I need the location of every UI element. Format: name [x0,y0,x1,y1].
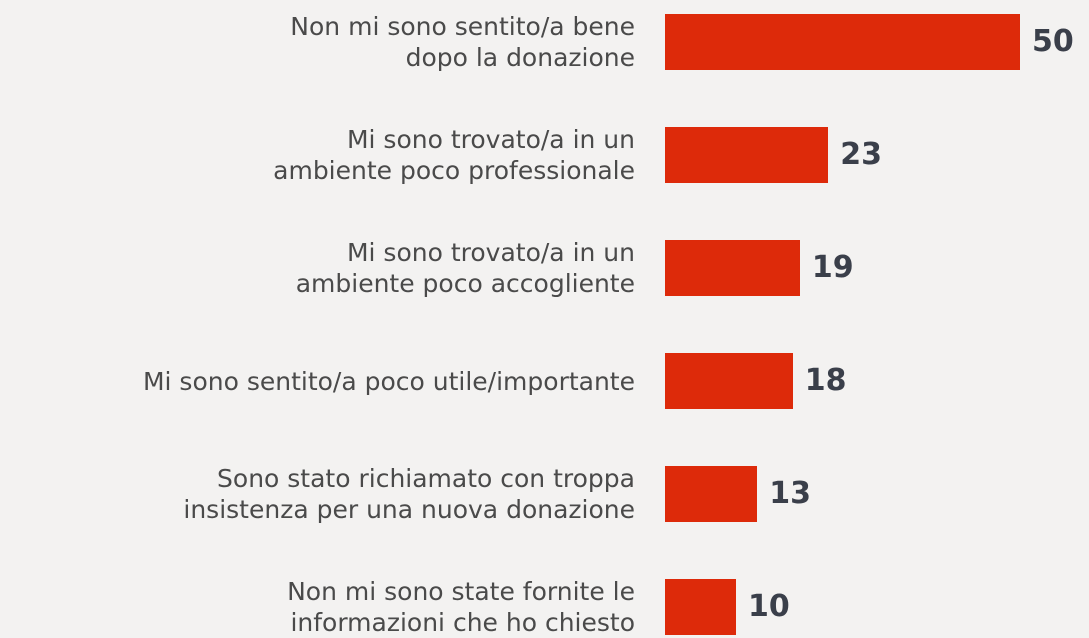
category-label: Mi sono trovato/a in un ambiente poco ac… [295,238,635,298]
value-label: 18 [804,363,847,398]
category-label: Mi sono trovato/a in un ambiente poco pr… [273,125,635,185]
bar [665,240,800,296]
category-label: Non mi sono state fornite le informazion… [287,577,635,637]
bar [665,579,736,635]
bar [665,353,793,409]
bar [665,127,829,183]
value-label: 13 [769,476,812,511]
bar [665,466,758,522]
value-label: 10 [748,589,790,624]
bar [665,14,1020,70]
value-label: 23 [840,137,883,172]
value-label: 50 [1032,24,1074,59]
category-label: Non mi sono sentito/a bene dopo la donaz… [290,12,635,72]
category-label: Sono stato richiamato con troppa insiste… [183,464,635,524]
category-label: Mi sono sentito/a poco utile/importante [142,366,635,396]
value-label: 19 [811,250,854,285]
